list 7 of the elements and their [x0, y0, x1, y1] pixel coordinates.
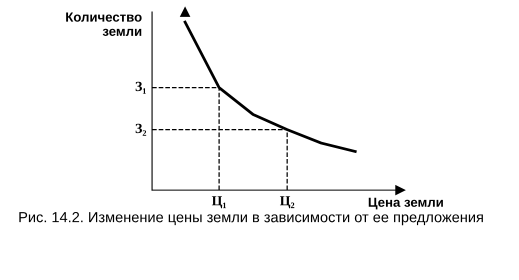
x-tick-label: Ц₂ — [280, 196, 294, 208]
text: Рис. 14.2. Изменение цены земли в зависимости от ее предложения — [19, 212, 483, 226]
x-axis-title: Цена земли — [368, 198, 443, 210]
ref-line-label: З₁ — [136, 82, 146, 94]
x-tick-label: Ц₁ — [212, 196, 226, 208]
y-axis-title: Количество земли — [66, 12, 142, 36]
ref-line-label: З₂ — [136, 124, 146, 136]
